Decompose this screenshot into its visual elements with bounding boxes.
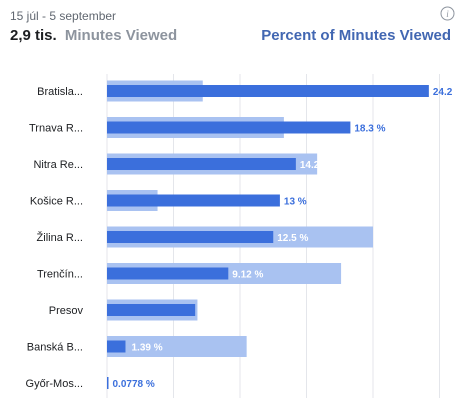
category-label: Presov: [49, 305, 84, 317]
chart-heading[interactable]: Percent of Minutes Viewed: [261, 27, 451, 44]
value-label: 0.0778 %: [113, 379, 155, 390]
primary-bar: [107, 340, 126, 353]
category-label: Košice R...: [30, 196, 83, 208]
primary-bar: [107, 267, 229, 280]
primary-bar: [107, 121, 351, 134]
value-label: 24.2: [433, 87, 453, 98]
info-icon[interactable]: i: [440, 6, 455, 21]
category-label: Banská B...: [27, 342, 83, 354]
comparison-bar: [107, 336, 247, 357]
value-label: 14.2 %: [300, 160, 331, 171]
metric-selector[interactable]: Minutes Viewed: [64, 27, 178, 44]
value-label: 6.63 %: [199, 306, 230, 317]
value-label: 1.39 %: [131, 343, 162, 354]
category-label: Trenčín...: [37, 269, 83, 281]
primary-bar: [107, 158, 296, 170]
primary-bar: [107, 85, 429, 97]
primary-bar: [107, 377, 109, 389]
total-summary: 2,9 tis. Minutes Viewed: [10, 27, 177, 44]
category-label: Trnava R...: [29, 123, 83, 135]
total-value: 2,9 tis.: [10, 27, 57, 44]
category-label: Bratisla...: [37, 86, 83, 98]
value-label: 9.12 %: [232, 270, 263, 281]
primary-bar: [107, 231, 274, 243]
value-label: 13 %: [284, 197, 307, 208]
svg-text:i: i: [446, 9, 449, 19]
primary-bar: [107, 304, 196, 316]
value-label: 12.5 %: [277, 233, 308, 244]
category-label: Győr-Mos...: [26, 378, 83, 390]
category-label: Nitra Re...: [33, 159, 83, 171]
value-label: 18.3 %: [354, 124, 385, 135]
date-range: 15 júl - 5 september: [10, 9, 117, 23]
category-label: Žilina R...: [37, 231, 83, 244]
primary-bar: [107, 194, 280, 207]
chart-header: 15 júl - 5 september 2,9 tis. Minutes Vi…: [10, 6, 455, 46]
